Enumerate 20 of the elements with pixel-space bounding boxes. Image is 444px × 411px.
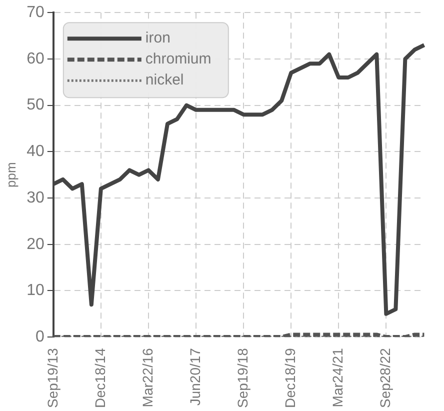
x-tick-label: Dec18/14 (92, 348, 108, 408)
legend-label: iron (145, 30, 170, 47)
x-tick-label: Jun20/17 (186, 348, 203, 406)
y-tick-label: 70 (26, 4, 44, 22)
legend-label: nickel (145, 72, 184, 89)
y-tick-label: 20 (26, 236, 44, 253)
y-tick-label: 10 (26, 282, 44, 300)
y-tick-label: 50 (26, 96, 44, 114)
x-tick-label: Mar24/21 (329, 348, 346, 408)
y-tick-label: 0 (35, 328, 44, 346)
x-tick-label: Sep28/22 (377, 348, 394, 408)
y-axis-title: ppm (3, 162, 18, 188)
x-tick-label: Dec18/19 (282, 348, 298, 408)
y-tick-label: 60 (26, 50, 44, 68)
x-tick-label: Sep19/13 (44, 348, 60, 408)
x-tick-label: Sep19/18 (234, 348, 250, 408)
y-tick-label: 40 (26, 143, 44, 160)
y-tick-label: 30 (26, 189, 44, 206)
x-tick-label: Mar22/16 (139, 348, 156, 408)
legend-label: chromium (145, 50, 212, 68)
